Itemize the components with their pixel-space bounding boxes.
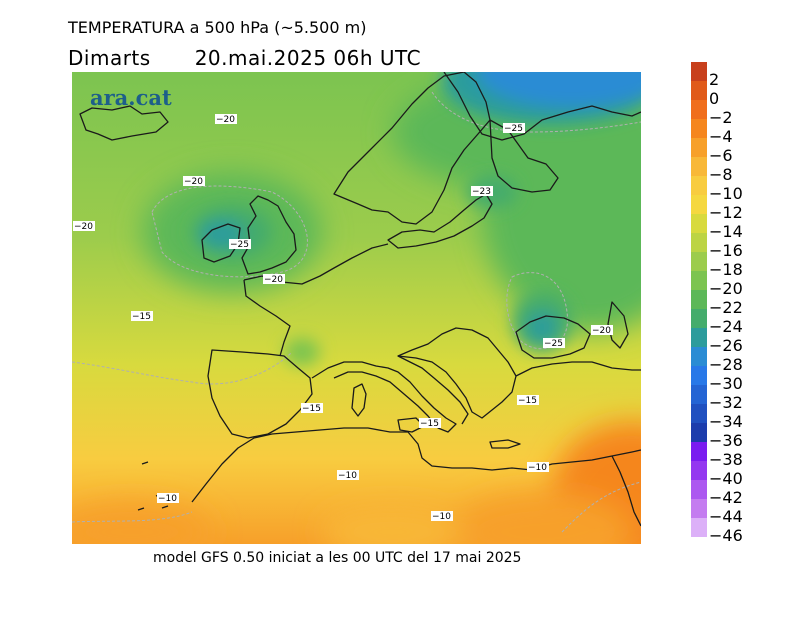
legend-swatch bbox=[691, 119, 707, 138]
legend-swatch bbox=[691, 157, 707, 176]
isoline-label: −20 bbox=[74, 222, 93, 232]
legend-label: −44 bbox=[709, 507, 743, 526]
coastline-baltic bbox=[387, 193, 493, 249]
isoline-labels: −20 −20 −20 −25 −20 −25 −23 −15 −25 −20 … bbox=[73, 114, 613, 522]
temperature-field bbox=[72, 72, 641, 544]
coastline-britain bbox=[241, 195, 297, 275]
legend-swatch bbox=[691, 233, 707, 252]
legend-label: −34 bbox=[709, 412, 743, 431]
legend-label: −30 bbox=[709, 374, 743, 393]
legend-swatch bbox=[691, 290, 707, 309]
coastline-balkans bbox=[397, 327, 517, 419]
isoline-label: −20 bbox=[592, 326, 611, 336]
legend-label: −32 bbox=[709, 393, 743, 412]
isoline-label: −15 bbox=[302, 404, 321, 414]
legend-label: −4 bbox=[709, 127, 733, 146]
coastline-france-italy bbox=[311, 361, 457, 433]
coastline-turkey bbox=[515, 361, 641, 377]
coastline-caspian bbox=[607, 301, 629, 349]
isoline-label: −15 bbox=[420, 419, 439, 429]
legend-label: −26 bbox=[709, 336, 743, 355]
isoline-label: −23 bbox=[472, 187, 491, 197]
legend-label: −16 bbox=[709, 241, 743, 260]
coastline-iberia bbox=[207, 349, 313, 439]
legend-swatch bbox=[691, 480, 707, 499]
color-scale-legend bbox=[691, 62, 707, 537]
legend-label: −18 bbox=[709, 260, 743, 279]
legend-swatch bbox=[691, 62, 707, 81]
legend-swatch bbox=[691, 404, 707, 423]
coastlines bbox=[79, 72, 641, 527]
map-title: TEMPERATURA a 500 hPa (~5.500 m) bbox=[68, 18, 367, 37]
legend-label: −12 bbox=[709, 203, 743, 222]
legend-swatch bbox=[691, 100, 707, 119]
temperature-map: −20 −20 −20 −25 −20 −25 −23 −15 −25 −20 … bbox=[72, 72, 641, 544]
legend-swatch bbox=[691, 309, 707, 328]
isoline-label: −25 bbox=[504, 124, 523, 134]
coastline-sicily bbox=[397, 417, 425, 433]
legend-swatch bbox=[691, 138, 707, 157]
isoline-label: −20 bbox=[184, 177, 203, 187]
legend-label: −2 bbox=[709, 108, 733, 127]
legend-swatch bbox=[691, 81, 707, 100]
legend-swatch bbox=[691, 328, 707, 347]
legend-label: −38 bbox=[709, 450, 743, 469]
coastline-north-russia bbox=[443, 72, 641, 141]
map-day: Dimarts bbox=[68, 46, 151, 70]
coastline-iceland bbox=[79, 105, 169, 141]
legend-label: −28 bbox=[709, 355, 743, 374]
ara-cat-logo: ara.cat bbox=[90, 85, 172, 110]
isoline-label: −10 bbox=[338, 471, 357, 481]
model-info-footer: model GFS 0.50 iniciat a les 00 UTC del … bbox=[153, 550, 522, 566]
coastline-scandinavia bbox=[333, 72, 491, 225]
coastline-red-sea bbox=[611, 455, 641, 527]
legend-swatch bbox=[691, 271, 707, 290]
legend-label: −36 bbox=[709, 431, 743, 450]
coastline-italy-east bbox=[397, 355, 469, 425]
legend-label: −24 bbox=[709, 317, 743, 336]
legend-label: −8 bbox=[709, 165, 733, 184]
map-date: 20.mai.2025 06h UTC bbox=[194, 46, 422, 70]
isoline-label: −15 bbox=[132, 312, 151, 322]
legend-swatch bbox=[691, 442, 707, 461]
legend-label: −22 bbox=[709, 298, 743, 317]
legend-label: −42 bbox=[709, 488, 743, 507]
legend-swatch bbox=[691, 347, 707, 366]
isoline-label: −10 bbox=[432, 512, 451, 522]
legend-label: 2 bbox=[709, 70, 720, 89]
legend-label: −46 bbox=[709, 526, 743, 545]
legend-swatch bbox=[691, 385, 707, 404]
coastline-sardinia-corsica bbox=[351, 383, 367, 417]
coastline-black-sea bbox=[515, 315, 591, 359]
legend-label: −20 bbox=[709, 279, 743, 298]
legend-swatch bbox=[691, 423, 707, 442]
isoline-label: −25 bbox=[544, 339, 563, 349]
legend-label: −14 bbox=[709, 222, 743, 241]
legend-label: 0 bbox=[709, 89, 720, 108]
coastline-finland bbox=[489, 119, 559, 193]
coastline-north-africa bbox=[191, 427, 641, 503]
isoline-label: −25 bbox=[230, 240, 249, 250]
legend-swatch bbox=[691, 195, 707, 214]
isoline-label: −20 bbox=[264, 275, 283, 285]
legend-swatch bbox=[691, 461, 707, 480]
isoline-label: −20 bbox=[216, 115, 235, 125]
isoline-label: −15 bbox=[518, 396, 537, 406]
isoline-label: −10 bbox=[158, 494, 177, 504]
legend-label: −6 bbox=[709, 146, 733, 165]
legend-swatch bbox=[691, 252, 707, 271]
legend-label: −10 bbox=[709, 184, 743, 203]
legend-swatch bbox=[691, 499, 707, 518]
coastline-crete bbox=[489, 439, 521, 449]
isoline-label: −10 bbox=[528, 463, 547, 473]
map-datetime: Dimarts 20.mai.2025 06h UTC bbox=[68, 46, 421, 70]
legend-label: −40 bbox=[709, 469, 743, 488]
legend-swatch bbox=[691, 518, 707, 537]
legend-swatch bbox=[691, 214, 707, 233]
legend-swatch bbox=[691, 366, 707, 385]
legend-swatch bbox=[691, 176, 707, 195]
isoline-contours bbox=[72, 91, 641, 533]
